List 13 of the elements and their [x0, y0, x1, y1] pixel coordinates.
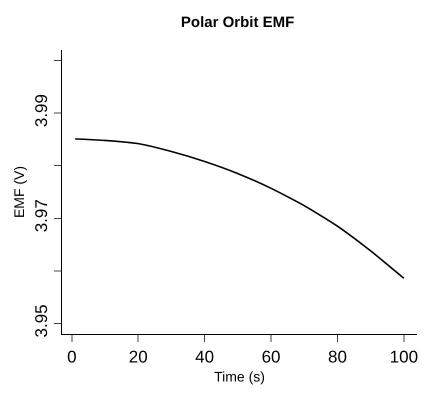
line-series [74, 138, 405, 280]
x-axis-title: Time (s) [214, 368, 265, 385]
x-tick-label: 60 [262, 347, 280, 366]
y-tick-label: 3.99 [32, 94, 52, 128]
y-tick-label: 3.95 [32, 304, 52, 338]
chart-title: Polar Orbit EMF [180, 14, 294, 31]
y-axis-title: EMF (V) [10, 166, 27, 218]
x-tick-label: 80 [328, 347, 347, 366]
x-tick-label: 20 [128, 347, 148, 366]
x-tick-label: 40 [195, 347, 214, 366]
x-tick-label: 0 [67, 347, 77, 366]
y-tick-label: 3.97 [32, 199, 52, 232]
x-tick-label: 100 [390, 347, 418, 366]
